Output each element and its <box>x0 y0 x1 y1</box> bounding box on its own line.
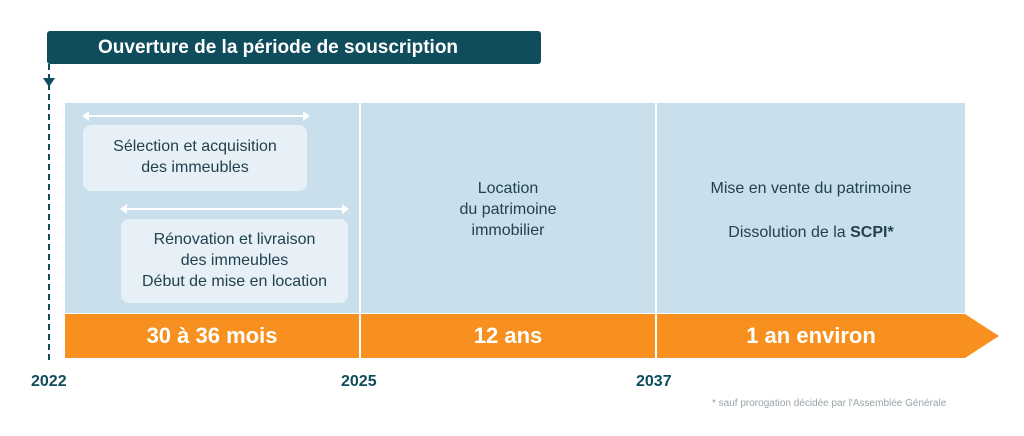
phase-divider <box>655 103 657 358</box>
dissolution-prefix: Dissolution de la <box>728 224 851 241</box>
phase2-panel <box>361 103 655 313</box>
phase-divider <box>359 103 361 358</box>
acquisition-box: Sélection et acquisition des immeubles <box>83 125 307 191</box>
phase3-duration: 1 an environ <box>746 323 876 348</box>
rental-line-3: immobilier <box>471 222 545 239</box>
dissolution-text: Dissolution de la SCPI* <box>657 222 965 243</box>
footnote: * sauf prorogation décidée par l'Assembl… <box>712 398 947 409</box>
renovation-line-1: Rénovation et livraison <box>153 231 316 248</box>
year-label-start: 2022 <box>31 373 67 390</box>
acquisition-line-2: des immeubles <box>141 159 249 176</box>
renovation-box: Rénovation et livraison des immeubles Dé… <box>121 219 348 303</box>
double-arrow-icon <box>82 111 310 121</box>
phase3-panel <box>657 103 965 313</box>
double-arrow-icon <box>120 204 349 214</box>
timeline-arrow-icon <box>965 314 999 358</box>
phase3-duration-bar: 1 an environ <box>657 314 965 358</box>
renovation-line-3: Début de mise en location <box>142 273 327 290</box>
sale-text: Mise en vente du patrimoine <box>710 180 912 197</box>
banner-label: Ouverture de la période de souscription <box>98 37 459 58</box>
rental-text: Location du patrimoine immobilier <box>361 178 655 241</box>
rental-line-1: Location <box>477 180 539 197</box>
phase1-duration-bar: 30 à 36 mois <box>65 314 359 358</box>
subscription-start-dashed-line <box>48 64 50 360</box>
rental-line-2: du patrimoine <box>459 201 557 218</box>
acquisition-line-1: Sélection et acquisition <box>113 138 277 155</box>
year-label-mid: 2025 <box>341 373 377 390</box>
year-label-end: 2037 <box>636 373 672 390</box>
renovation-line-2: des immeubles <box>180 252 289 269</box>
phase2-duration: 12 ans <box>473 323 543 348</box>
scpi-label: SCPI* <box>850 224 894 241</box>
arrow-down-icon <box>43 78 55 87</box>
subscription-opening-banner: Ouverture de la période de souscription <box>47 31 541 64</box>
phase1-duration: 30 à 36 mois <box>146 323 278 348</box>
phase2-duration-bar: 12 ans <box>361 314 655 358</box>
